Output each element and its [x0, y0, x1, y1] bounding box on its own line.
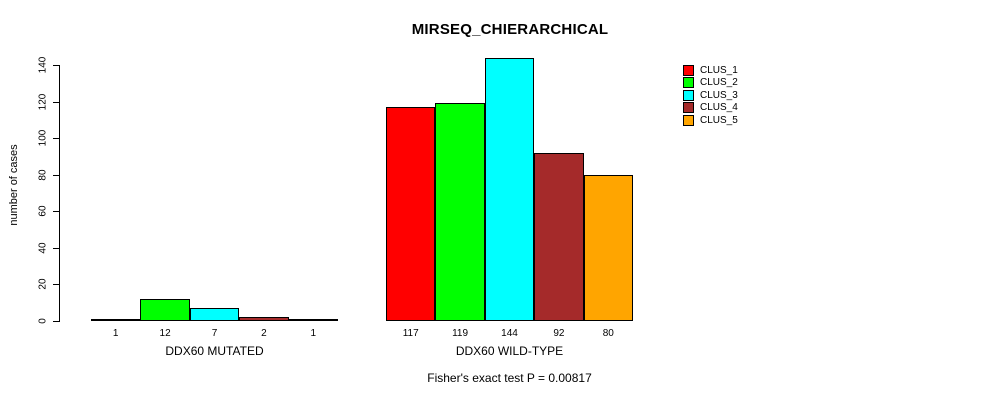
legend-label: CLUS_1 [700, 65, 738, 76]
y-axis-tick-label: 140 [37, 56, 49, 74]
bar-value-label: 117 [402, 328, 419, 339]
p-value-annotation: Fisher's exact test P = 0.00817 [427, 371, 592, 385]
y-axis-tick [53, 101, 60, 103]
bar-value-label: 7 [211, 328, 218, 339]
legend-label: CLUS_4 [700, 102, 738, 114]
y-axis-tick [53, 65, 60, 66]
legend-swatch [683, 102, 694, 114]
y-axis-tick [53, 321, 60, 322]
y-axis-tick [53, 138, 60, 140]
y-axis-tick [53, 247, 60, 249]
bar-clus_1-group-2 [386, 107, 436, 321]
bar-value-label: 2 [261, 328, 267, 339]
y-axis-label: number of cases [8, 144, 20, 226]
y-axis-tick-label: 120 [37, 93, 49, 110]
bar-clus_4-group-2 [534, 152, 584, 321]
y-axis-tick-label: 0 [37, 318, 49, 324]
legend-swatch [683, 89, 694, 101]
bar-value-label: 1 [112, 328, 119, 339]
bar-clus_1-group-1 [91, 319, 141, 322]
y-axis-tick-label: 20 [37, 278, 49, 290]
bar-value-label: 119 [452, 328, 469, 339]
group-label: DDX60 WILD-TYPE [455, 344, 564, 358]
group-label: DDX60 MUTATED [165, 344, 264, 358]
bar-value-label: 80 [602, 328, 614, 339]
bar-value-label: 144 [501, 328, 518, 339]
legend-swatch [683, 114, 694, 126]
y-axis-tick [53, 284, 60, 286]
y-axis-tick [53, 211, 60, 213]
legend-label: CLUS_5 [700, 114, 738, 126]
bar-clus_3-group-1 [189, 308, 240, 321]
bar-clus_5-group-1 [288, 319, 338, 322]
y-axis-tick-label: 80 [37, 169, 49, 181]
bar-clus_4-group-1 [239, 317, 289, 321]
bar-value-label: 92 [553, 328, 565, 339]
legend-swatch [683, 77, 694, 89]
bar-clus_2-group-1 [140, 299, 190, 321]
bar-clus_3-group-2 [484, 57, 535, 321]
y-axis-tick [53, 174, 60, 176]
y-axis [59, 65, 60, 321]
y-axis-tick-label: 100 [37, 129, 49, 147]
legend-label: CLUS_2 [700, 77, 738, 89]
bar-clus_2-group-2 [435, 103, 485, 321]
bar-clus_5-group-2 [583, 174, 633, 321]
legend-label: CLUS_3 [700, 89, 738, 101]
y-axis-tick-label: 40 [37, 242, 49, 254]
bar-value-label: 12 [159, 328, 171, 339]
chart-title: MIRSEQ_CHIERARCHICAL [411, 21, 609, 38]
y-axis-tick-label: 60 [37, 205, 49, 217]
bar-value-label: 1 [310, 328, 317, 339]
legend-swatch [683, 65, 694, 76]
